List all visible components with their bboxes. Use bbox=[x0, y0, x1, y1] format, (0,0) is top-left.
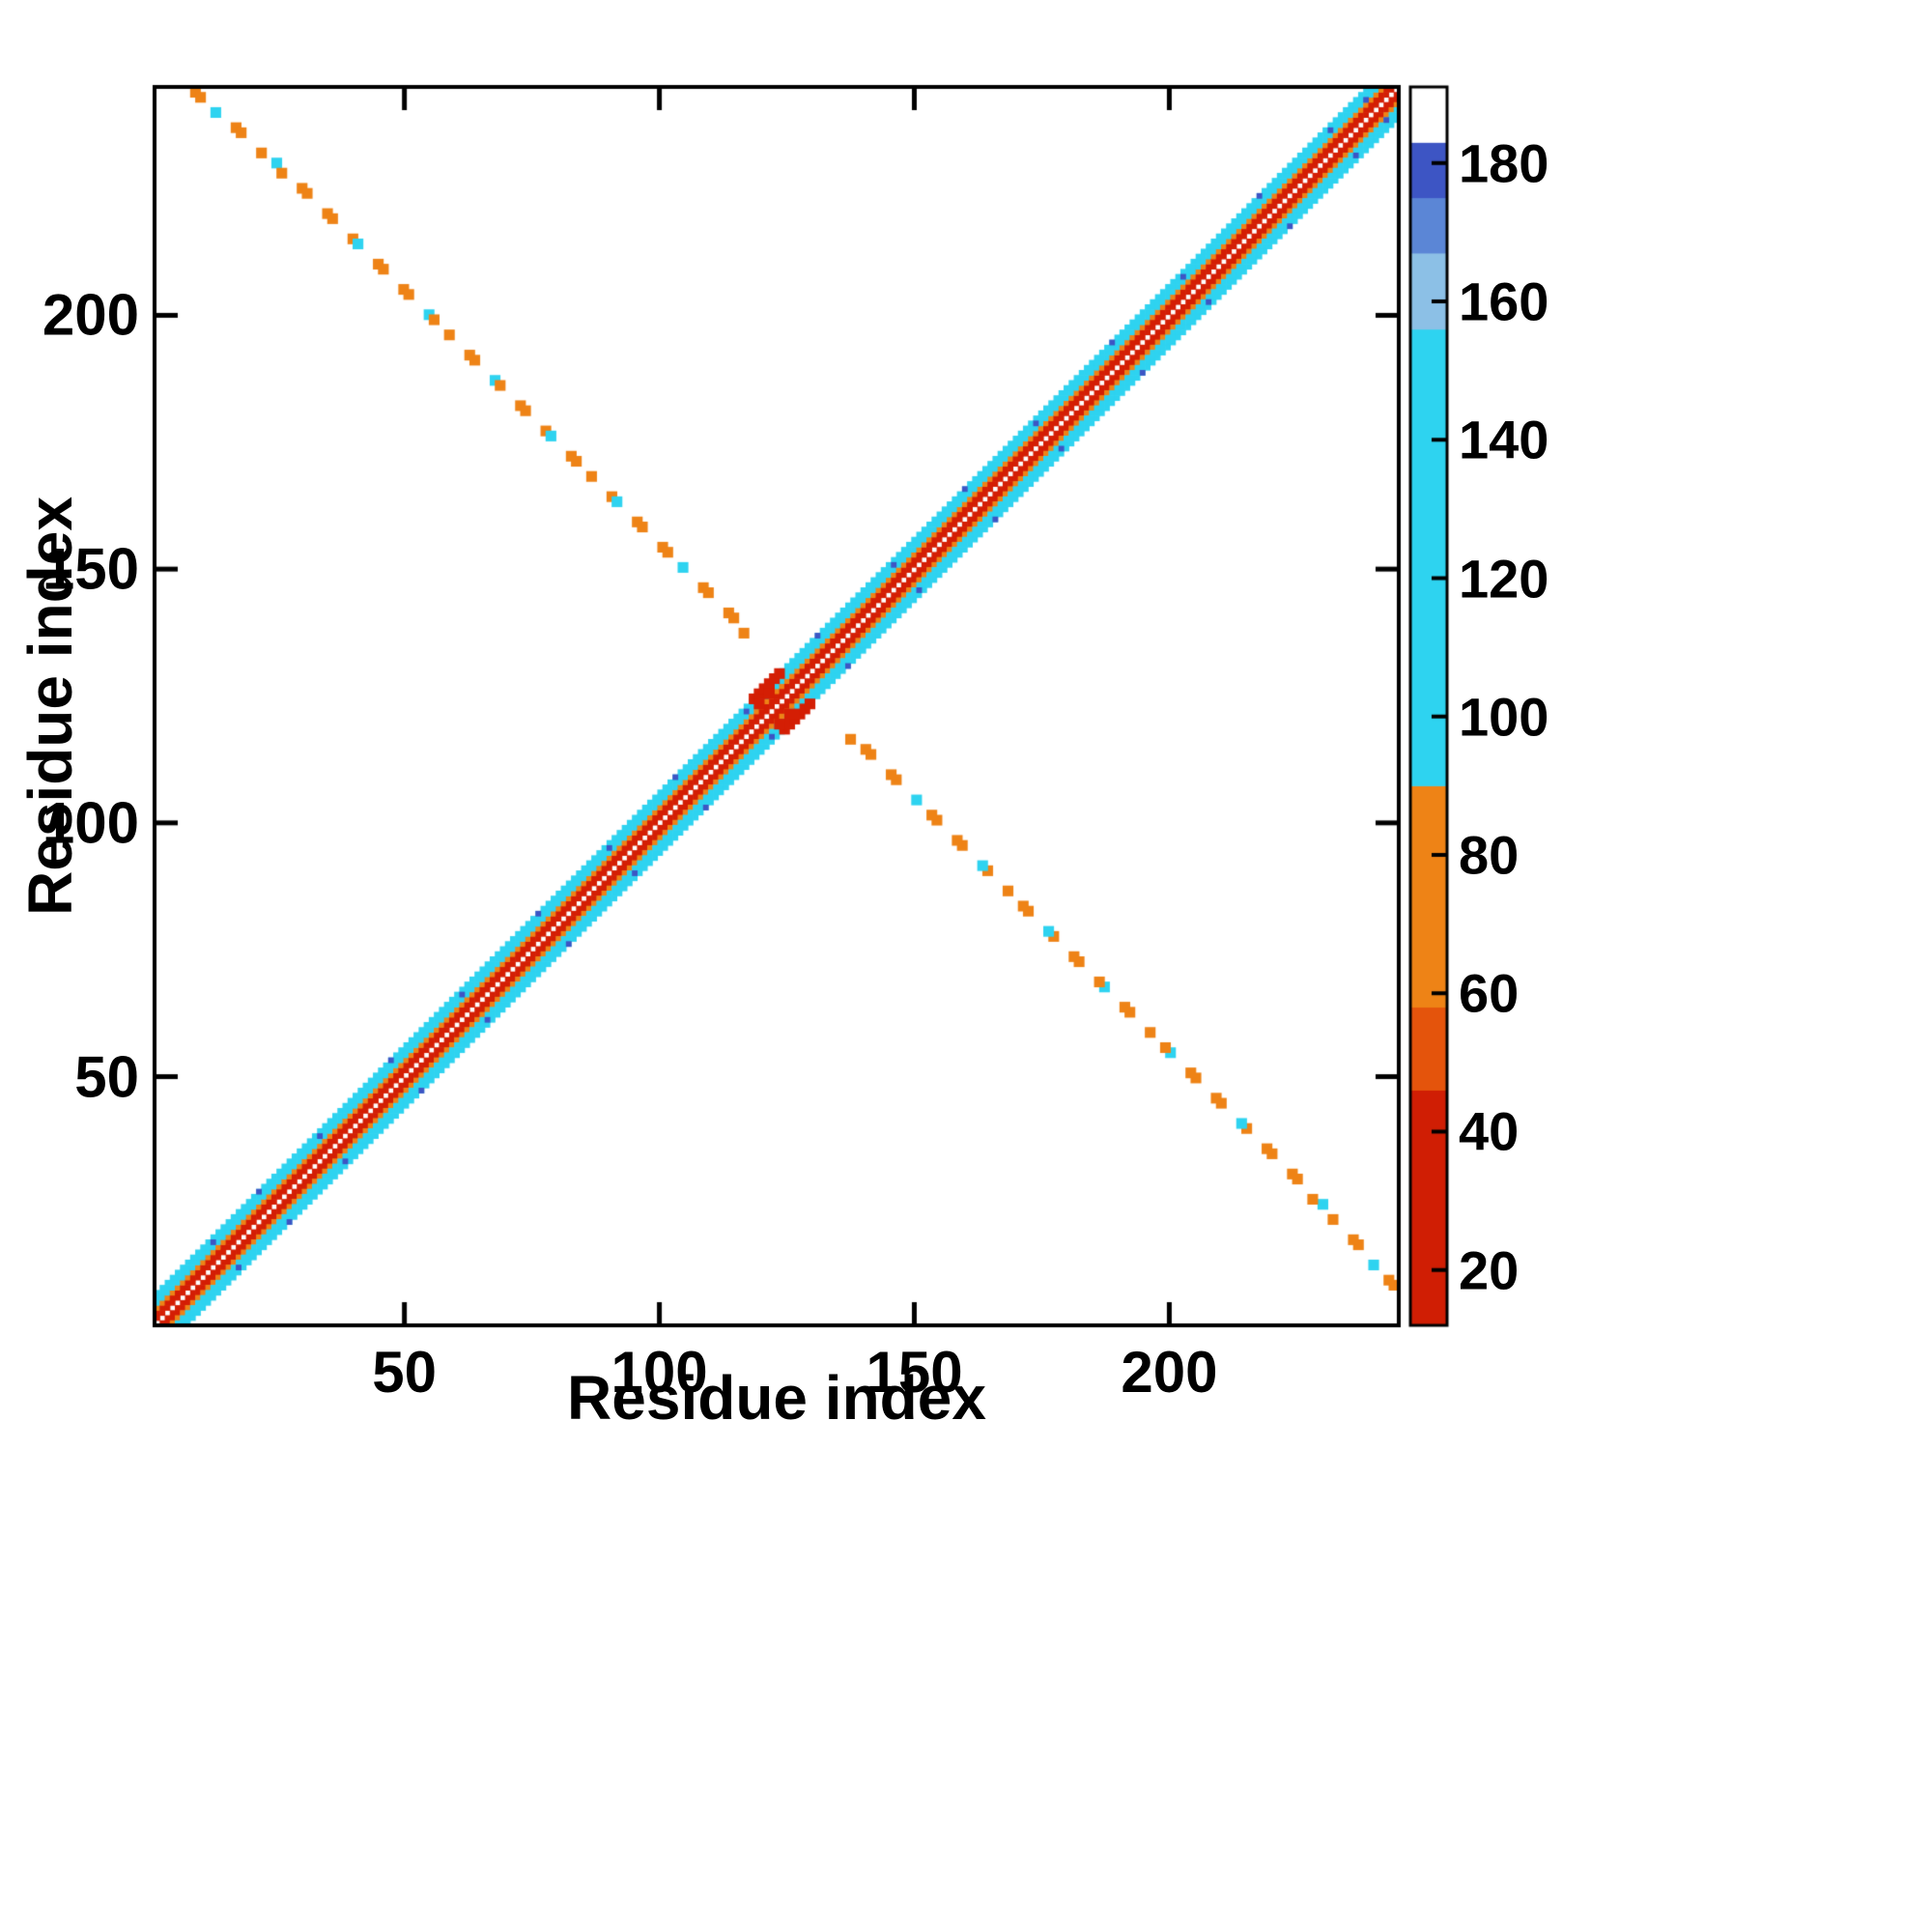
colorbar-tick-label: 80 bbox=[1459, 824, 1520, 886]
x-tick-label: 200 bbox=[1121, 1340, 1218, 1405]
x-tick-label: 150 bbox=[866, 1340, 963, 1405]
y-tick-label: 200 bbox=[42, 282, 139, 348]
colorbar-tick-label: 160 bbox=[1459, 270, 1549, 332]
colorbar-tick-label: 180 bbox=[1459, 132, 1549, 194]
colorbar-tick-label: 140 bbox=[1459, 409, 1549, 470]
colorbar-tick-label: 100 bbox=[1459, 686, 1549, 748]
x-tick-label: 50 bbox=[372, 1340, 438, 1405]
x-axis-label: Residue index bbox=[567, 1363, 986, 1433]
y-tick-label: 50 bbox=[74, 1044, 139, 1110]
x-tick-label: 100 bbox=[611, 1340, 708, 1405]
colorbar-tick-label: 40 bbox=[1459, 1100, 1520, 1162]
colorbar-tick-label: 120 bbox=[1459, 548, 1549, 609]
y-tick-label: 100 bbox=[42, 790, 139, 856]
colorbar-tick-label: 60 bbox=[1459, 962, 1520, 1024]
y-tick-label: 150 bbox=[42, 536, 139, 602]
colorbar-tick-label: 20 bbox=[1459, 1239, 1520, 1301]
